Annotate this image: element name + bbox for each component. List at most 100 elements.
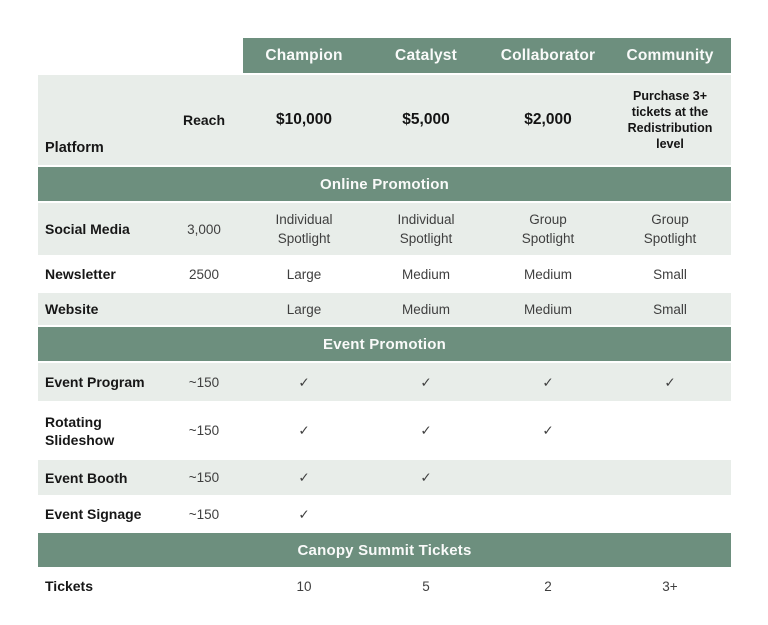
- checkmark-cell: ✓: [365, 403, 487, 458]
- checkmark-cell: ✓: [365, 363, 487, 401]
- tier-name-collaborator: Collaborator: [500, 46, 596, 64]
- cell-value-text: Medium: [401, 301, 450, 317]
- checkmark-cell: ✓: [243, 363, 365, 401]
- cell-value: Large: [243, 257, 365, 291]
- section-band-online-promotion: Online Promotion: [38, 167, 731, 201]
- section-title: Online Promotion: [319, 175, 450, 193]
- cell-value-text: 2: [544, 578, 552, 594]
- reach-label: Reach: [182, 112, 226, 128]
- cell-value-text: Individual Spotlight: [275, 212, 333, 246]
- checkmark-icon: ✓: [542, 374, 554, 390]
- checkmark-cell: [609, 460, 731, 495]
- row-label: Rotating Slideshow: [45, 413, 115, 448]
- reach-value: [165, 569, 243, 603]
- tier-name-community: Community: [626, 46, 714, 64]
- cell-value: Medium: [487, 257, 609, 291]
- checkmark-cell: [609, 403, 731, 458]
- checkmark-cell: ✓: [487, 403, 609, 458]
- row-label: Social Media: [45, 221, 130, 237]
- table-row-rotating-slideshow: Rotating Slideshow ~150 ✓ ✓ ✓: [38, 403, 731, 458]
- cell-value: 5: [365, 569, 487, 603]
- section-band-event-promotion: Event Promotion: [38, 327, 731, 361]
- checkmark-icon: ✓: [298, 374, 310, 390]
- cell-value: Large: [243, 293, 365, 325]
- cell-value-text: Medium: [401, 266, 450, 282]
- cell-value: Medium: [365, 293, 487, 325]
- cell-value: Medium: [487, 293, 609, 325]
- cell-value-text: Large: [286, 301, 322, 317]
- cell-value: Small: [609, 257, 731, 291]
- section-title: Canopy Summit Tickets: [297, 541, 472, 559]
- cell-value-text: Small: [653, 301, 687, 317]
- reach-value: 2500: [188, 266, 220, 282]
- reach-value: [165, 293, 243, 325]
- checkmark-icon: ✓: [298, 423, 310, 438]
- community-price-note: Purchase 3+ tickets at the Redistributio…: [627, 89, 713, 151]
- checkmark-icon: ✓: [542, 423, 554, 438]
- price-row: Platform Reach $10,000 $5,000 $2,000 Pur…: [38, 75, 731, 165]
- price-collaborator: $2,000: [524, 111, 572, 128]
- tier-name-catalyst: Catalyst: [395, 46, 457, 64]
- row-label: Tickets: [45, 578, 93, 594]
- cell-value: 10: [243, 569, 365, 603]
- table-row-social-media: Social Media 3,000 Individual Spotlight …: [38, 203, 731, 255]
- checkmark-icon: ✓: [664, 374, 676, 390]
- checkmark-cell: [487, 460, 609, 495]
- reach-value: 3,000: [187, 221, 221, 237]
- checkmark-icon: ✓: [298, 506, 310, 522]
- section-title: Event Promotion: [322, 335, 446, 353]
- cell-value-text: Small: [653, 266, 687, 282]
- row-label: Event Booth: [45, 469, 128, 486]
- cell-value-text: 5: [422, 578, 430, 594]
- checkmark-icon: ✓: [420, 423, 432, 438]
- cell-value: 2: [487, 569, 609, 603]
- cell-value-text: Medium: [523, 301, 572, 317]
- section-band-canopy-summit-tickets: Canopy Summit Tickets: [38, 533, 731, 567]
- cell-value: Group Spotlight: [609, 203, 731, 255]
- checkmark-icon: ✓: [420, 470, 432, 485]
- checkmark-icon: ✓: [420, 374, 432, 390]
- cell-value: Group Spotlight: [487, 203, 609, 255]
- price-champion: $10,000: [275, 111, 333, 128]
- table-row-event-signage: Event Signage ~150 ✓: [38, 497, 731, 531]
- checkmark-icon: ✓: [298, 470, 310, 485]
- table-row-newsletter: Newsletter 2500 Large Medium Medium Smal…: [38, 257, 731, 291]
- checkmark-cell: ✓: [609, 363, 731, 401]
- table-row-website: Website Large Medium Medium Small: [38, 293, 731, 325]
- cell-value-text: Medium: [523, 266, 572, 282]
- reach-value: ~150: [188, 423, 220, 438]
- cell-value-text: 3+: [662, 578, 678, 594]
- checkmark-cell: [609, 497, 731, 531]
- checkmark-cell: ✓: [243, 403, 365, 458]
- price-catalyst: $5,000: [402, 111, 450, 128]
- cell-value: Individual Spotlight: [365, 203, 487, 255]
- cell-value-text: Group Spotlight: [643, 212, 697, 246]
- cell-value-text: 10: [296, 578, 312, 594]
- cell-value-text: Large: [286, 266, 322, 282]
- cell-value-text: Individual Spotlight: [397, 212, 455, 246]
- cell-value: Medium: [365, 257, 487, 291]
- sponsorship-tiers-table: Champion Catalyst Collaborator Community…: [38, 38, 731, 605]
- table-row-tickets: Tickets 10 5 2 3+: [38, 569, 731, 603]
- checkmark-cell: [487, 497, 609, 531]
- cell-value: Individual Spotlight: [243, 203, 365, 255]
- reach-value: ~150: [188, 374, 220, 390]
- cell-value-text: Group Spotlight: [521, 212, 575, 246]
- table-row-event-booth: Event Booth ~150 ✓ ✓: [38, 460, 731, 495]
- platform-label: Platform: [45, 140, 104, 156]
- checkmark-cell: [365, 497, 487, 531]
- row-label: Event Program: [45, 374, 145, 390]
- tier-name-champion: Champion: [265, 46, 343, 64]
- table-row-event-program: Event Program ~150 ✓ ✓ ✓ ✓: [38, 363, 731, 401]
- row-label: Newsletter: [45, 266, 116, 282]
- price-community: Purchase 3+ tickets at the Redistributio…: [609, 75, 731, 165]
- checkmark-cell: ✓: [243, 460, 365, 495]
- checkmark-cell: ✓: [365, 460, 487, 495]
- checkmark-cell: ✓: [243, 497, 365, 531]
- reach-value: ~150: [188, 506, 220, 522]
- checkmark-cell: ✓: [487, 363, 609, 401]
- row-label: Website: [45, 301, 99, 317]
- tier-header-row: Champion Catalyst Collaborator Community: [243, 38, 731, 73]
- cell-value: 3+: [609, 569, 731, 603]
